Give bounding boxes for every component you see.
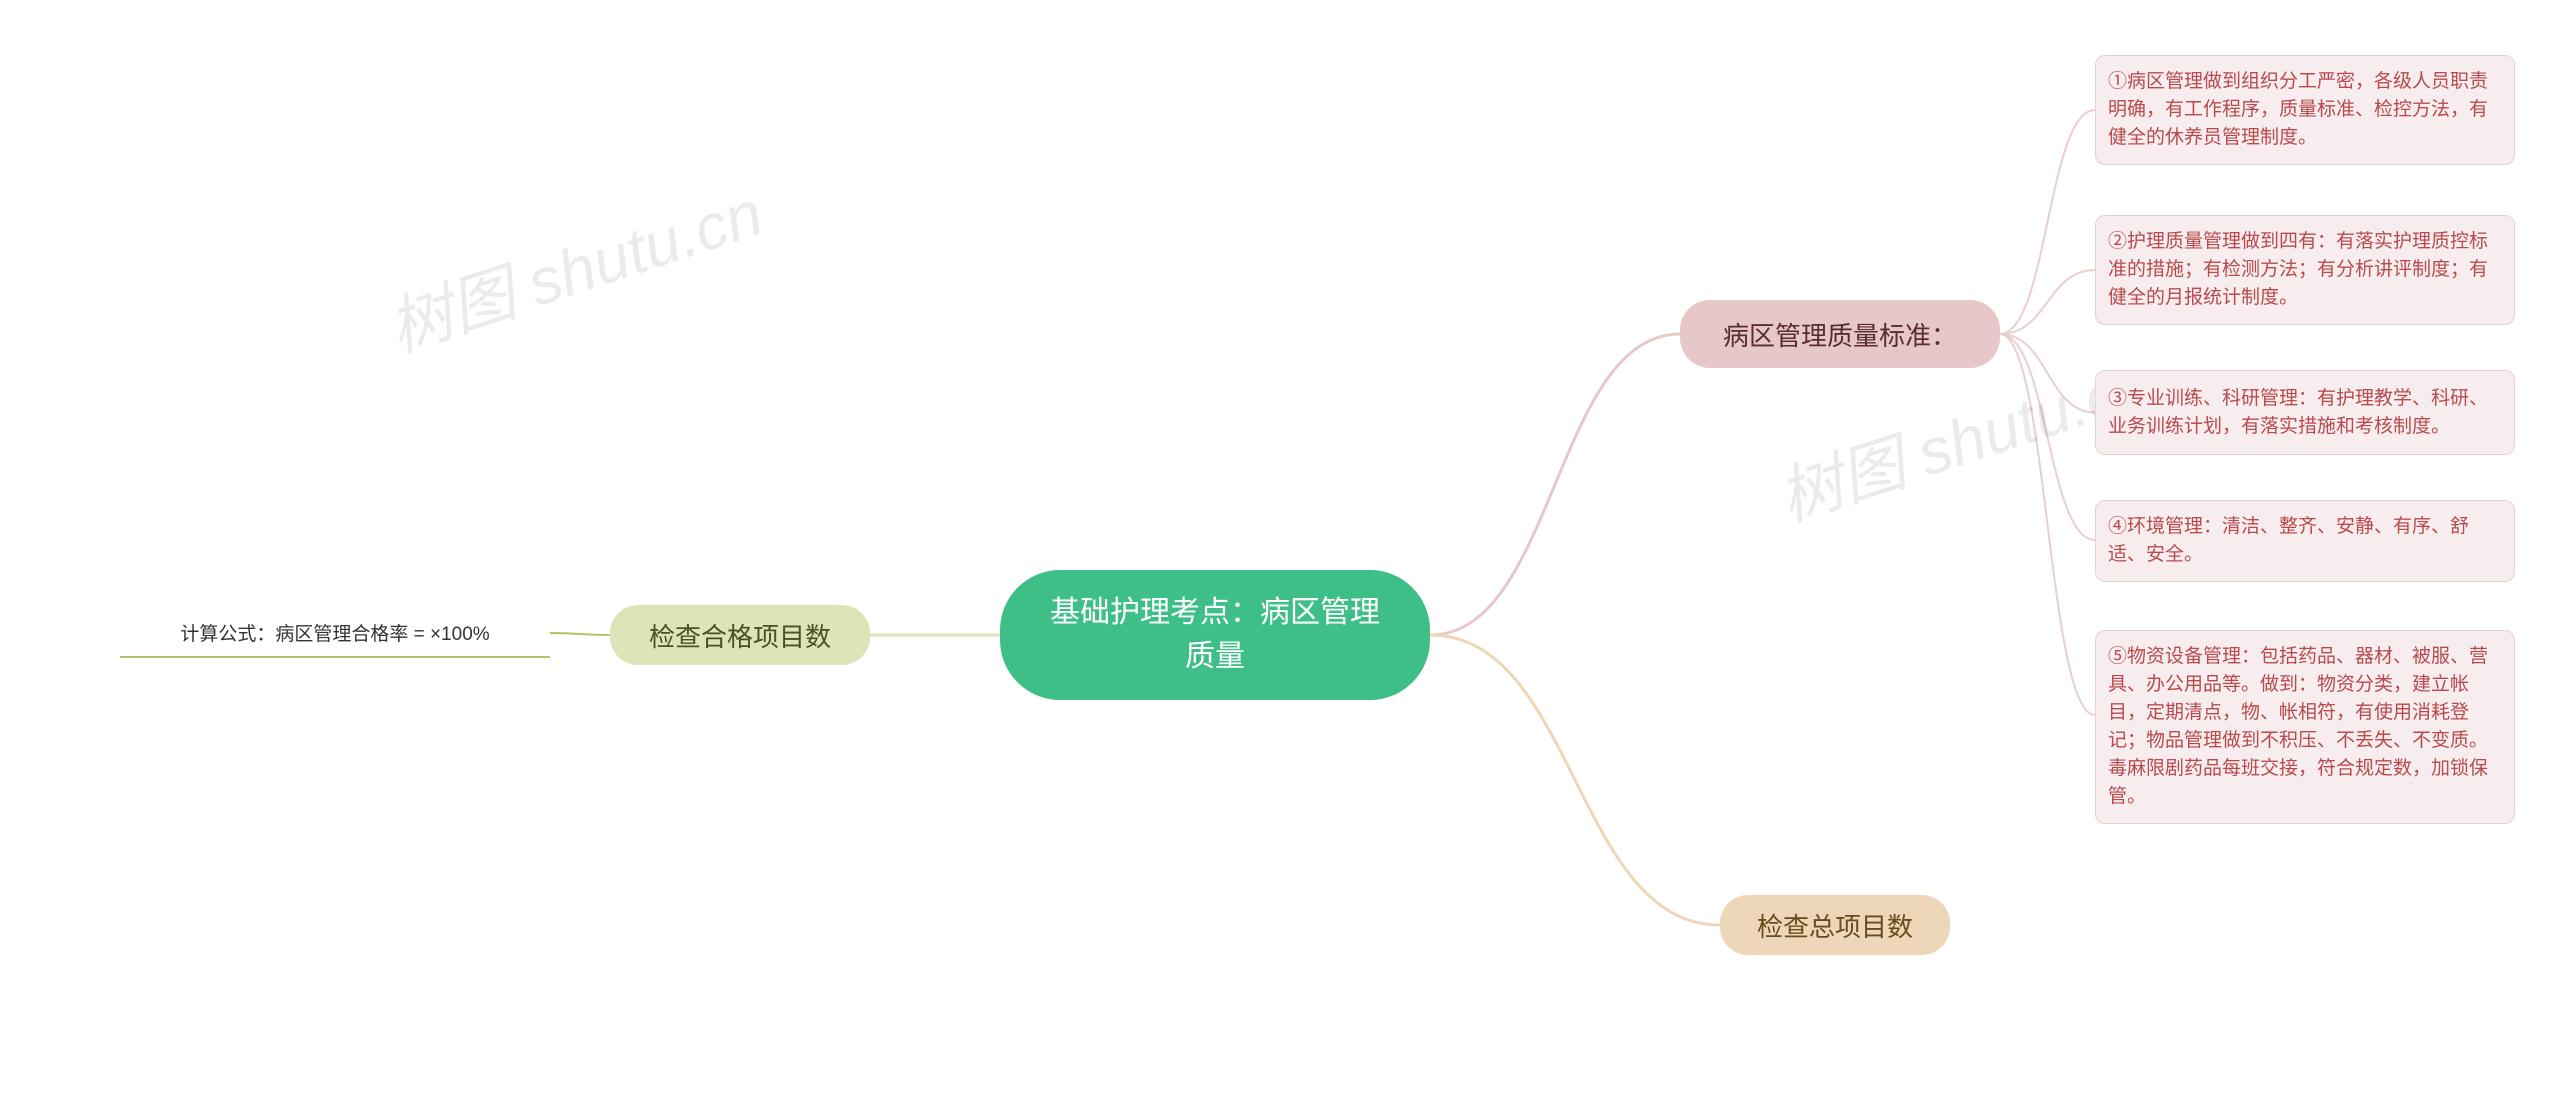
branch-node[interactable]: 检查总项目数	[1720, 895, 1950, 955]
leaf-node-label: ③专业训练、科研管理：有护理教学、科研、业务训练计划，有落实措施和考核制度。	[2108, 385, 2502, 441]
leaf-node[interactable]: ③专业训练、科研管理：有护理教学、科研、业务训练计划，有落实措施和考核制度。	[2095, 370, 2515, 455]
branch-node[interactable]: 病区管理质量标准：	[1680, 300, 2000, 368]
leaf-node[interactable]: ②护理质量管理做到四有：有落实护理质控标准的措施；有检测方法；有分析讲评制度；有…	[2095, 215, 2515, 325]
branch-node-label: 病区管理质量标准：	[1723, 316, 1957, 353]
center-node[interactable]: 基础护理考点：病区管理质量	[1000, 570, 1430, 700]
branch-node[interactable]: 检查合格项目数	[610, 605, 870, 665]
watermark: 树图 shutu.cn	[375, 162, 772, 369]
leaf-node[interactable]: ⑤物资设备管理：包括药品、器材、被服、营具、办公用品等。做到：物资分类，建立帐目…	[2095, 630, 2515, 824]
leaf-node[interactable]: ①病区管理做到组织分工严密，各级人员职责明确，有工作程序，质量标准、检控方法，有…	[2095, 55, 2515, 165]
leaf-node-label: ①病区管理做到组织分工严密，各级人员职责明确，有工作程序，质量标准、检控方法，有…	[2108, 68, 2502, 152]
leaf-node-label: ⑤物资设备管理：包括药品、器材、被服、营具、办公用品等。做到：物资分类，建立帐目…	[2108, 643, 2502, 811]
leaf-node-label: 计算公式：病区管理合格率 = ×100%	[180, 621, 489, 649]
branch-node-label: 检查合格项目数	[649, 617, 831, 654]
leaf-node[interactable]: ④环境管理：清洁、整齐、安静、有序、舒适、安全。	[2095, 500, 2515, 582]
mindmap-canvas: 树图 shutu.cn树图 shutu.cn基础护理考点：病区管理质量病区管理质…	[0, 0, 2560, 1111]
leaf-node-label: ④环境管理：清洁、整齐、安静、有序、舒适、安全。	[2108, 513, 2502, 569]
leaf-node-label: ②护理质量管理做到四有：有落实护理质控标准的措施；有检测方法；有分析讲评制度；有…	[2108, 228, 2502, 312]
branch-node-label: 检查总项目数	[1757, 907, 1913, 944]
leaf-node[interactable]: 计算公式：病区管理合格率 = ×100%	[120, 608, 550, 658]
center-node-label: 基础护理考点：病区管理质量	[1036, 591, 1394, 679]
